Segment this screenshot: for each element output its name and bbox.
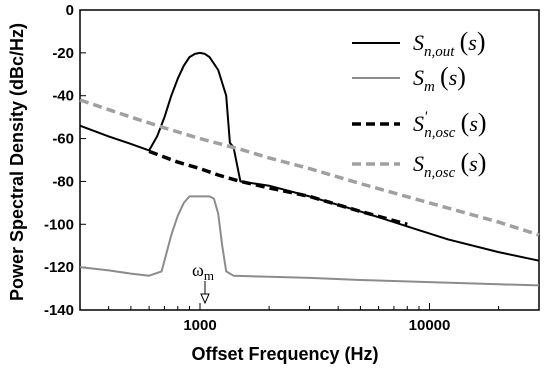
legend: Sn,out (s)Sm (s) S' n,osc (s) Sn,osc (s)	[352, 27, 487, 181]
legend-label-s-m-s: Sm (s)	[413, 62, 466, 95]
y-tick-label: -20	[52, 45, 74, 62]
y-tick-label: -120	[44, 259, 74, 276]
legend-label-s-n-out-s: Sn,out (s)	[413, 27, 486, 60]
series-line-s-n-osc-s	[79, 98, 540, 237]
y-tick-label: -40	[52, 88, 74, 105]
y-axis-title: Power Spectral Density (dBc/Hz)	[7, 23, 27, 301]
y-tick-label: -140	[44, 302, 74, 319]
x-tick-label: 1000	[183, 317, 216, 334]
x-tick-label: 10000	[409, 317, 451, 334]
annotation-group: ωm	[192, 260, 214, 305]
series-line-s-n-osc-s	[148, 149, 408, 226]
series-group	[79, 51, 540, 287]
y-tick-label: 0	[66, 2, 74, 19]
annotation-sub: m	[204, 268, 214, 283]
annotation-arrow-head	[200, 293, 210, 305]
y-tick-label: -60	[52, 131, 74, 148]
y-tick-label: -100	[44, 216, 74, 233]
axis-ticks: 0 -20 -40 -60 -80 -100 -120 -140 1000 10000	[44, 2, 540, 334]
legend-label-s-n-osc-s: Sn,osc (s)	[413, 148, 486, 181]
x-axis-title: Offset Frequency (Hz)	[191, 344, 378, 364]
annotation-label: ωm	[192, 260, 214, 283]
y-tick-label: -80	[52, 173, 74, 190]
legend-label-s-n-osc-s: S' n,osc (s)	[413, 108, 487, 141]
series-line-s-m-s	[79, 195, 540, 287]
